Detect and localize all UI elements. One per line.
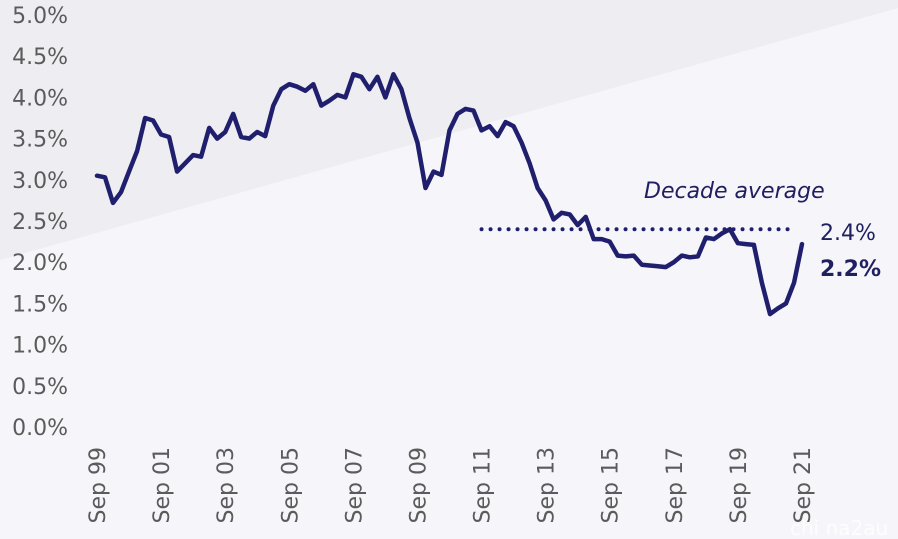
watermark: chi na2au — [790, 516, 888, 539]
x-tick-label: Sep 17 — [663, 447, 688, 523]
y-tick-label: 0.5% — [12, 375, 68, 400]
x-tick-label: Sep 09 — [406, 447, 431, 523]
y-tick-label: 0.0% — [12, 416, 68, 441]
y-tick-label: 1.5% — [12, 292, 68, 317]
x-tick-label: Sep 99 — [86, 447, 111, 523]
y-tick-label: 2.0% — [12, 251, 68, 276]
x-tick-label: Sep 05 — [278, 447, 303, 523]
decade-average-label: Decade average — [644, 179, 825, 204]
latest-value-label: 2.2% — [820, 257, 881, 282]
y-tick-label: 5.0% — [12, 4, 68, 29]
x-tick-label: Sep 21 — [791, 447, 816, 523]
y-tick-label: 2.5% — [12, 210, 68, 235]
x-tick-label: Sep 01 — [150, 447, 175, 523]
y-tick-label: 1.0% — [12, 334, 68, 359]
series-lines — [94, 72, 805, 317]
x-axis-ticks: Sep 99 Sep 01 Sep 03 Sep 05 Sep 07 Sep 09 Sep … — [86, 447, 816, 523]
average-value-label: 2.4% — [820, 221, 876, 246]
y-axis-ticks: 0.0% 0.5% 1.0% 1.5% 2.0% 2.5% 3.0% 3.5% 4.0% 4.5%… — [12, 4, 68, 441]
series-line — [94, 72, 805, 317]
y-tick-label: 3.5% — [12, 128, 68, 153]
x-tick-label: Sep 13 — [535, 447, 560, 523]
x-tick-label: Sep 03 — [214, 447, 239, 523]
x-tick-label: Sep 07 — [342, 447, 367, 523]
y-tick-label: 4.5% — [12, 45, 68, 70]
x-tick-label: Sep 15 — [599, 447, 624, 523]
y-tick-label: 3.0% — [12, 169, 68, 194]
y-tick-label: 4.0% — [12, 86, 68, 111]
x-tick-label: Sep 19 — [727, 447, 752, 523]
x-tick-label: Sep 11 — [471, 447, 496, 523]
